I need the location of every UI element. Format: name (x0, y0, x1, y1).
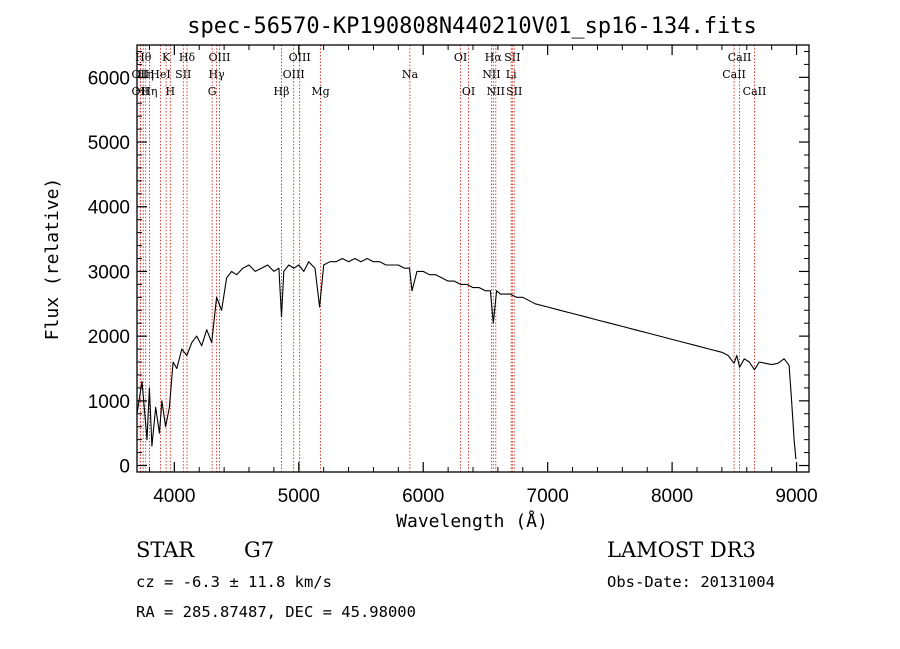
redshift-cz: cz = -6.3 ± 11.8 km/s (136, 573, 332, 591)
line-marker-label: CaII (743, 85, 767, 98)
plot-frame (136, 44, 810, 473)
spectrum-layer (136, 257, 797, 460)
line-marker-label: Hγ (209, 68, 226, 81)
line-marker-label: Hθ (135, 51, 152, 64)
y-tick-label: 2000 (88, 327, 130, 348)
axis-ticks: 4000 5000 6000 7000 8000 9000 0 1000 2000 3000 400… (88, 45, 818, 507)
object-class: STAR (136, 538, 195, 562)
line-marker-label: HeI (150, 68, 170, 81)
line-marker-label: Mg (311, 85, 329, 98)
x-tick-label: 8000 (651, 486, 693, 507)
line-marker-label: OI (462, 85, 475, 98)
line-marker-label: NII (482, 68, 500, 81)
line-marker-label: NII (487, 85, 505, 98)
x-tick-label: 4000 (153, 486, 195, 507)
y-tick-label: 5000 (88, 133, 130, 154)
line-marker-label: Hβ (274, 85, 290, 98)
x-tick-label: 6000 (402, 486, 444, 507)
line-marker-label: OIII (289, 51, 311, 64)
coordinates: RA = 285.87487, DEC = 45.98000 (136, 603, 416, 621)
line-marker-label: OI (454, 51, 467, 64)
line-marker-label: SII (504, 51, 520, 64)
line-marker-label: H (166, 85, 176, 98)
y-tick-label: 1000 (88, 392, 130, 413)
x-tick-label: 9000 (775, 486, 817, 507)
line-marker-label: OIII (208, 51, 230, 64)
line-marker-label: K (162, 51, 171, 64)
line-marker-label: Na (402, 68, 419, 81)
object-subclass: G7 (244, 538, 275, 562)
y-tick-label: 0 (119, 457, 130, 478)
line-marker-label: CaII (728, 51, 752, 64)
y-tick-label: 3000 (88, 262, 130, 283)
x-axis-label: Wavelength (Å) (396, 510, 548, 532)
y-axis-label: Flux (relative) (42, 178, 63, 341)
chart-title: spec-56570-KP190808N440210V01_sp16-134.f… (187, 14, 757, 39)
line-marker-layer: HθOIIOIIHηHηHeIKHSIIHδGHγOIIIHβOIIIOIIIM… (132, 45, 767, 472)
line-marker-label: SII (506, 85, 522, 98)
line-marker-label: Li (506, 68, 517, 81)
y-tick-label: 6000 (88, 68, 130, 89)
line-marker-label: OIII (283, 68, 305, 81)
y-tick-label: 4000 (88, 198, 130, 219)
spectrum-line (136, 257, 797, 460)
survey-name: LAMOST DR3 (607, 538, 756, 562)
line-marker-label: CaII (722, 68, 746, 81)
x-tick-label: 7000 (527, 486, 569, 507)
line-marker-label: SII (175, 68, 191, 81)
x-tick-label: 5000 (278, 486, 320, 507)
line-marker-label: Hα (485, 51, 503, 64)
line-marker-label: Hη (141, 85, 157, 98)
line-marker-label: Hδ (179, 51, 196, 64)
line-marker-label: G (208, 85, 217, 98)
observation-date: Obs-Date: 20131004 (607, 573, 775, 591)
line-marker-label: OII (132, 85, 150, 98)
